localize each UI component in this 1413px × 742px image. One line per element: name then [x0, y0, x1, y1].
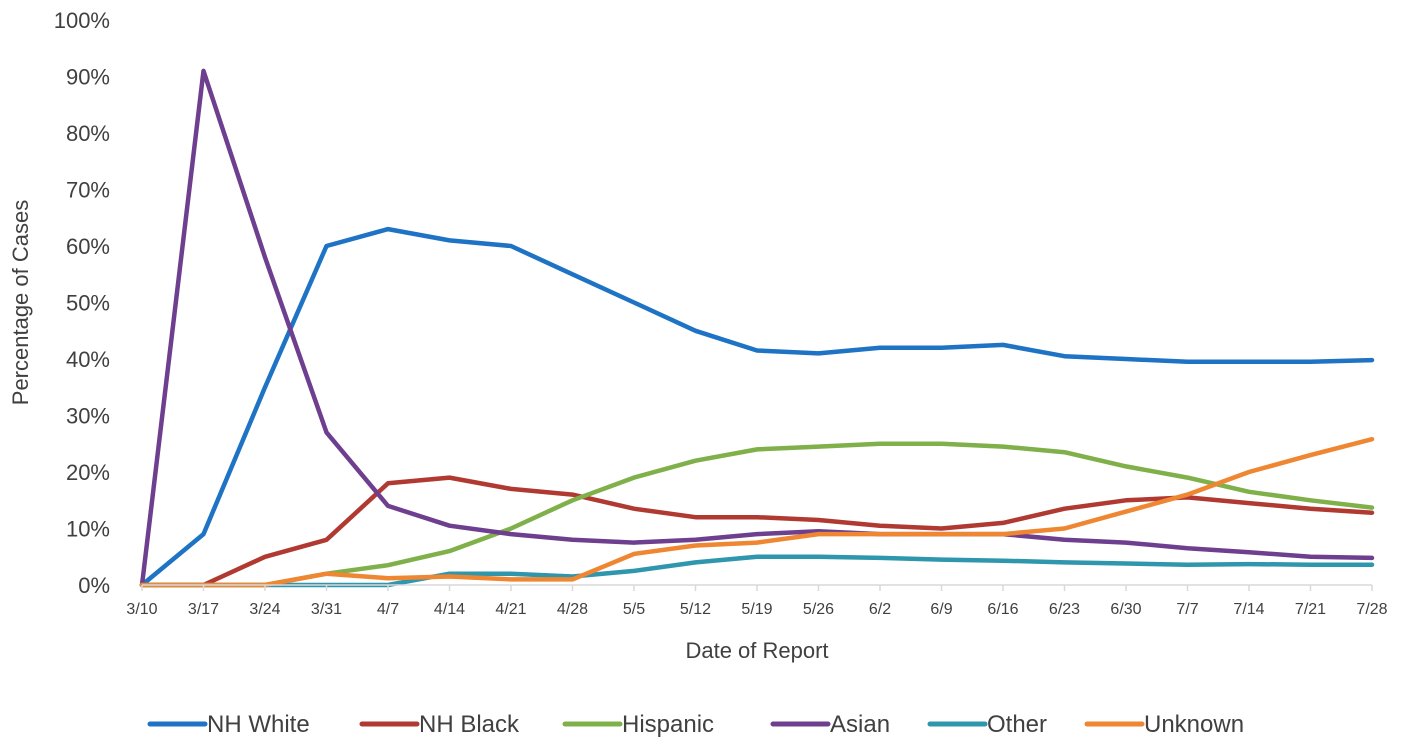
- y-tick-label: 90%: [66, 65, 110, 90]
- x-tick-label: 4/14: [434, 601, 465, 618]
- x-tick-label: 5/12: [680, 601, 711, 618]
- x-tick-label: 4/7: [377, 601, 399, 618]
- y-tick-label: 60%: [66, 234, 110, 259]
- x-tick-label: 3/10: [126, 601, 157, 618]
- y-axis-ticks: 0% 10% 20% 30% 40% 50% 60% 70% 80% 90% 100%: [54, 8, 110, 598]
- x-tick-label: 3/17: [188, 601, 219, 618]
- x-axis-title: Date of Report: [685, 638, 828, 663]
- x-tick-label: 6/2: [869, 601, 891, 618]
- y-tick-label: 20%: [66, 460, 110, 485]
- x-tick-label: 4/28: [557, 601, 588, 618]
- y-tick-label: 0%: [78, 573, 110, 598]
- y-tick-label: 40%: [66, 347, 110, 372]
- x-tick-label: 5/5: [623, 601, 645, 618]
- x-tick-label: 6/16: [987, 601, 1018, 618]
- series-line-nh-white: [139, 226, 1375, 588]
- series-line-unknown: [139, 436, 1375, 588]
- x-tick-label: 5/26: [803, 601, 834, 618]
- x-tick-label: 7/14: [1233, 601, 1264, 618]
- legend-label: NH Black: [419, 711, 520, 738]
- legend-label: Asian: [830, 711, 890, 738]
- legend-label: NH White: [207, 711, 310, 738]
- series-line-asian: [139, 68, 1375, 588]
- x-tick-label: 7/21: [1295, 601, 1326, 618]
- series-line-hispanic: [139, 441, 1375, 588]
- x-tick-label: 6/23: [1049, 601, 1080, 618]
- series-line-other: [139, 554, 1375, 588]
- x-tick-label: 6/30: [1110, 601, 1141, 618]
- x-axis-ticks: 3/10 3/17 3/24 3/31 4/7 4/14 4/21 4/28 5/5 5/12 5/…: [126, 585, 1388, 618]
- y-tick-label: 50%: [66, 291, 110, 316]
- legend: NH White NH Black Hispanic Asian Other Unknow…: [147, 711, 1244, 738]
- y-tick-label: 100%: [54, 8, 110, 33]
- y-tick-label: 30%: [66, 404, 110, 429]
- x-tick-label: 3/31: [311, 601, 342, 618]
- x-tick-label: 3/24: [249, 601, 280, 618]
- x-tick-label: 5/19: [741, 601, 772, 618]
- x-tick-label: 7/28: [1356, 601, 1387, 618]
- x-tick-label: 4/21: [495, 601, 526, 618]
- legend-label: Other: [987, 711, 1047, 738]
- legend-label: Hispanic: [622, 711, 714, 738]
- y-tick-label: 10%: [66, 517, 110, 542]
- y-tick-label: 70%: [66, 178, 110, 203]
- series-lines: [139, 68, 1375, 588]
- x-tick-label: 7/7: [1176, 601, 1198, 618]
- legend-label: Unknown: [1144, 711, 1244, 738]
- y-tick-label: 80%: [66, 121, 110, 146]
- y-axis-title: Percentage of Cases: [8, 200, 33, 405]
- x-tick-label: 6/9: [930, 601, 952, 618]
